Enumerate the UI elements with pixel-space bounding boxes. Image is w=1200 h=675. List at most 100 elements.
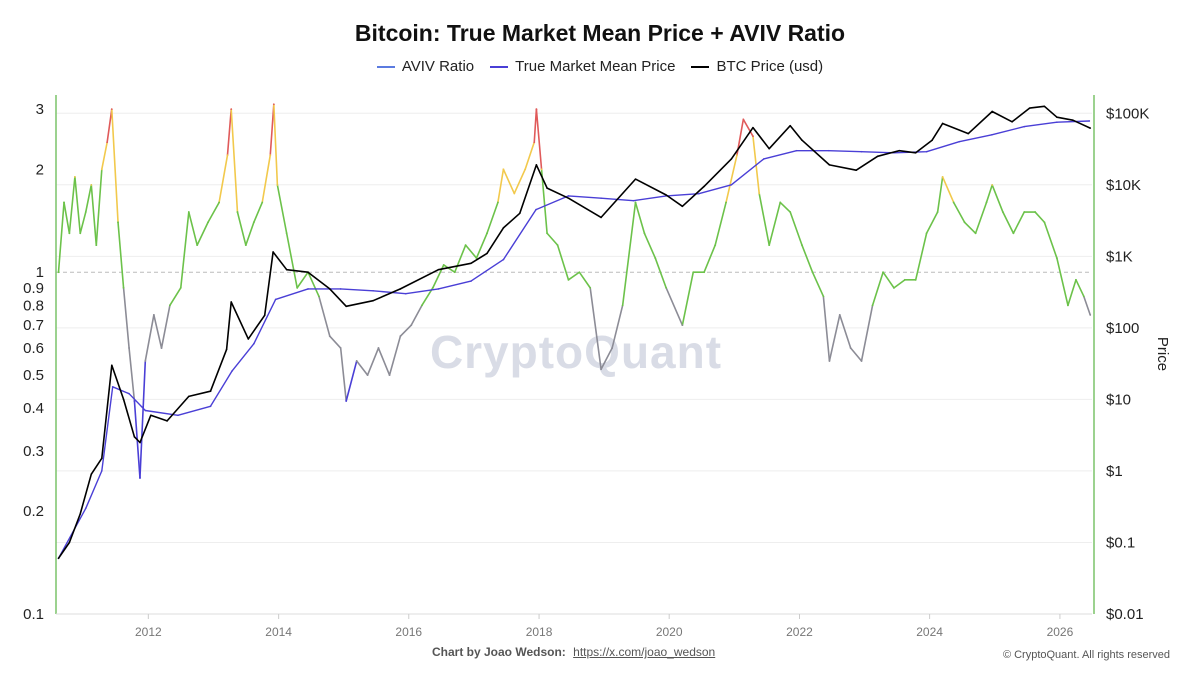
right-tick-label-3: $10 (1106, 391, 1131, 408)
legend-item-aviv[interactable]: AVIV Ratio (376, 58, 474, 75)
aviv-segment-5 (84, 184, 93, 213)
aviv-segment-65 (589, 287, 602, 371)
legend-item-btc-price[interactable]: BTC Price (usd) (691, 58, 823, 75)
aviv-segment-87 (822, 295, 831, 362)
aviv-point-41 (355, 360, 358, 362)
aviv-point-86 (811, 271, 814, 274)
aviv-segment-57 (524, 141, 536, 171)
btc-price-point-39 (768, 147, 770, 150)
true-market-mean-point-26 (795, 149, 798, 152)
aviv-point-56 (513, 192, 516, 195)
aviv-point-106 (1012, 232, 1015, 235)
aviv-point-104 (991, 184, 994, 186)
aviv-segment-67 (611, 304, 624, 349)
aviv-point-80 (752, 135, 754, 138)
aviv-segment-101 (963, 221, 977, 235)
aviv-segment-34 (285, 232, 298, 289)
aviv-point-28 (244, 244, 247, 247)
aviv-point-32 (272, 103, 275, 106)
aviv-segment-32 (273, 103, 279, 186)
aviv-point-34 (285, 232, 288, 235)
legend-swatch-btc-price (691, 65, 710, 68)
true-market-mean-point-4 (128, 392, 130, 395)
aviv-segment-13 (128, 347, 136, 402)
aviv-point-54 (496, 201, 499, 204)
aviv-point-16 (144, 360, 147, 362)
legend-item-true-market-mean[interactable]: True Market Mean Price (490, 58, 675, 75)
aviv-point-98 (936, 211, 939, 213)
true-market-mean-point-12 (339, 288, 342, 290)
aviv-point-12 (122, 286, 125, 289)
aviv-point-47 (421, 304, 423, 307)
aviv-segment-66 (600, 347, 613, 371)
aviv-segment-55 (502, 168, 516, 195)
btc-price-point-35 (681, 205, 684, 208)
aviv-segment-64 (578, 271, 592, 289)
btc-price-point-22 (372, 299, 374, 302)
btc-price-point-32 (600, 216, 602, 219)
aviv-point-94 (893, 286, 895, 289)
aviv-point-37 (318, 295, 320, 298)
aviv-segment-84 (789, 211, 803, 246)
aviv-point-70 (643, 232, 646, 235)
aviv-point-26 (230, 108, 233, 111)
btc-price-point-18 (285, 268, 288, 271)
aviv-point-9 (106, 141, 109, 144)
aviv-segment-42 (366, 347, 380, 376)
true-market-mean-point-21 (632, 199, 635, 202)
btc-price-point-34 (665, 194, 667, 196)
aviv-point-23 (207, 221, 209, 224)
btc-price-point-40 (789, 124, 792, 127)
aviv-segment-18 (160, 304, 171, 349)
aviv-point-57 (524, 168, 527, 171)
btc-price-point-24 (437, 268, 440, 271)
aviv-point-89 (838, 314, 841, 316)
aviv-segment-90 (849, 347, 863, 362)
aviv-point-74 (692, 271, 695, 274)
btc-price-point-19 (307, 271, 309, 273)
aviv-point-95 (903, 278, 906, 281)
aviv-segment-109 (1043, 221, 1058, 259)
aviv-point-93 (882, 271, 884, 274)
aviv-point-84 (789, 211, 792, 213)
btc-price-point-50 (991, 110, 993, 113)
aviv-segment-39 (339, 347, 347, 402)
aviv-segment-19 (169, 287, 182, 307)
true-market-mean-point-19 (567, 195, 570, 197)
aviv-point-83 (779, 201, 782, 204)
aviv-point-75 (703, 271, 706, 274)
aviv-segment-93 (882, 271, 895, 289)
btc-price-point-54 (1056, 116, 1058, 119)
copyright-notice: © CryptoQuant. All rights reserved (1002, 649, 1170, 661)
true-market-mean-point-28 (860, 150, 863, 153)
aviv-segment-103 (985, 184, 993, 204)
aviv-point-5 (84, 211, 87, 213)
aviv-point-29 (252, 221, 255, 224)
btc-price-point-2 (79, 513, 82, 515)
aviv-point-11 (117, 221, 119, 224)
aviv-segment-4 (79, 211, 87, 235)
aviv-segment-38 (328, 335, 342, 349)
aviv-point-103 (985, 201, 988, 204)
aviv-segment-21 (187, 211, 198, 246)
aviv-segment-40 (345, 360, 358, 402)
credit-link[interactable]: https://x.com/joao_wedson (573, 645, 716, 659)
aviv-point-110 (1055, 257, 1058, 259)
aviv-point-44 (388, 374, 391, 377)
btc-price-point-10 (166, 420, 168, 422)
aviv-segment-61 (546, 232, 559, 246)
aviv-segment-31 (269, 103, 275, 156)
aviv-segment-30 (261, 154, 272, 204)
aviv-point-49 (442, 264, 445, 266)
aviv-point-90 (849, 347, 852, 349)
aviv-segment-99 (941, 176, 955, 204)
btc-price-point-28 (519, 212, 521, 215)
true-market-mean-point-18 (535, 208, 537, 211)
aviv-point-62 (556, 244, 559, 247)
aviv-point-108 (1034, 211, 1037, 213)
aviv-point-19 (169, 304, 171, 307)
aviv-segment-92 (871, 271, 884, 307)
btc-price-point-51 (1011, 120, 1013, 123)
aviv-point-35 (296, 286, 299, 289)
